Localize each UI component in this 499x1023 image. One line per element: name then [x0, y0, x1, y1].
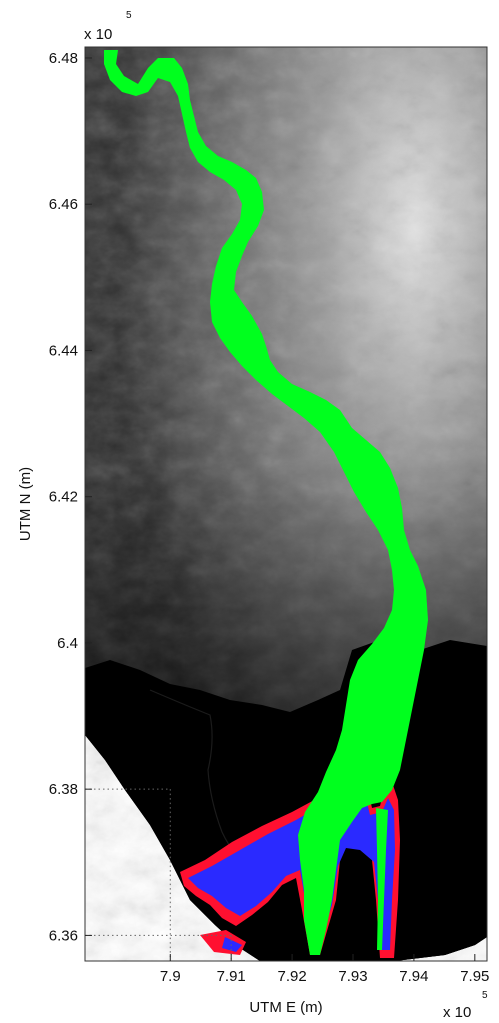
y-multiplier-exponent: 5 — [126, 10, 132, 21]
plot-frame — [84, 46, 488, 962]
x-axis-title: UTM E (m) — [249, 999, 322, 1016]
x-axis-multiplier: x 10 5 — [443, 990, 488, 1021]
y-axis-ticks: 6.36 6.38 6.4 6.42 6.44 6.46 6.48 — [49, 50, 92, 944]
map-plot-area — [85, 47, 487, 961]
dotted-guide-lines — [85, 788, 232, 961]
y-tick-label: 6.48 — [49, 50, 78, 67]
x-multiplier-exponent: 5 — [482, 990, 488, 1001]
y-tick-label: 6.38 — [49, 781, 78, 798]
x-tick-label: 7.91 — [217, 968, 246, 985]
y-tick-label: 6.36 — [49, 927, 78, 944]
y-tick-label: 6.42 — [49, 489, 78, 506]
y-tick-label: 6.46 — [49, 196, 78, 213]
y-tick-label: 6.4 — [57, 635, 78, 652]
y-multiplier-base: x 10 — [84, 26, 112, 43]
x-tick-label: 7.92 — [277, 968, 306, 985]
x-tick-label: 7.9 — [160, 968, 181, 985]
x-tick-label: 7.95 — [460, 968, 489, 985]
x-tick-label: 7.94 — [399, 968, 428, 985]
y-axis-title: UTM N (m) — [17, 467, 34, 541]
x-tick-label: 7.93 — [338, 968, 367, 985]
y-tick-label: 6.44 — [49, 342, 78, 359]
x-multiplier-base: x 10 — [443, 1004, 471, 1021]
x-axis-ticks: 7.9 7.91 7.92 7.93 7.94 7.95 — [160, 954, 489, 985]
flood-extent-green — [104, 50, 428, 955]
y-axis-multiplier: x 10 5 — [84, 10, 132, 43]
